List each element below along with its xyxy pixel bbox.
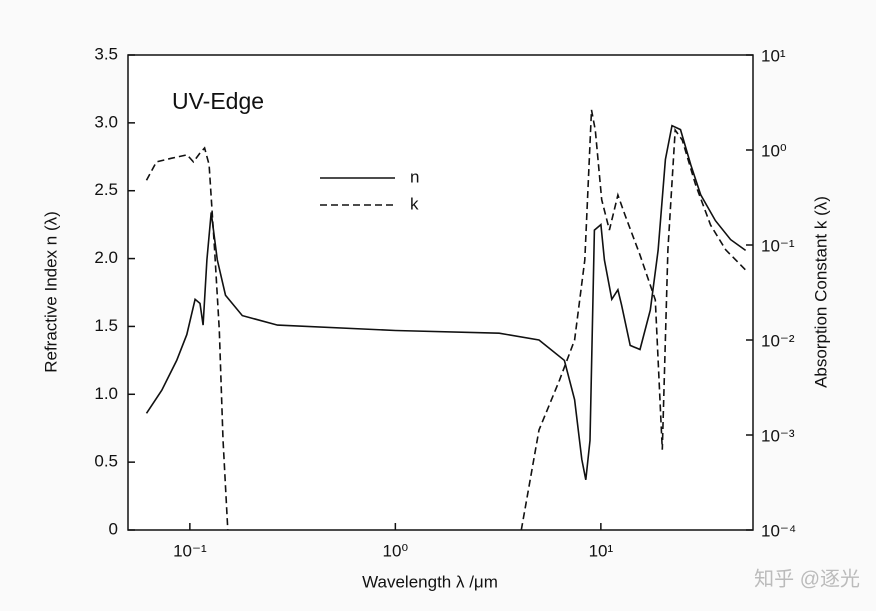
plot-frame	[127, 54, 754, 531]
y-tick-label: 3.0	[94, 112, 118, 131]
y2-axis-label: Absorption Constant k (λ)	[811, 196, 830, 388]
y-tick-label: 3.5	[94, 44, 118, 63]
y-tick-label: 1.5	[94, 316, 118, 335]
y-axis-label: Refractive Index n (λ)	[41, 211, 60, 373]
legend-label: n	[410, 167, 419, 186]
legend-label: k	[410, 194, 419, 213]
watermark: 知乎 @逐光	[754, 567, 860, 590]
y-tick-label: 0.5	[94, 452, 118, 471]
y-tick-label: 2.0	[94, 248, 118, 267]
y2-tick-label: 10⁻²	[761, 331, 795, 350]
y-tick-label: 2.5	[94, 180, 118, 199]
x-tick-label: 10⁻¹	[173, 541, 207, 560]
y2-tick-label: 10⁻⁴	[761, 521, 796, 540]
x-tick-label: 10⁰	[382, 541, 408, 560]
series-line	[145, 109, 747, 531]
y2-tick-label: 10⁻¹	[761, 236, 795, 255]
y-tick-label: 1.0	[94, 384, 118, 403]
annotation: UV-Edge	[172, 88, 264, 114]
x-axis-label: Wavelength λ /μm	[362, 572, 498, 591]
x-tick-label: 10¹	[589, 541, 614, 560]
y2-tick-label: 10⁰	[761, 141, 787, 160]
y2-tick-label: 10¹	[761, 46, 786, 65]
series-line	[145, 124, 747, 480]
y2-tick-label: 10⁻³	[761, 426, 795, 445]
y-tick-label: 0	[109, 519, 118, 538]
